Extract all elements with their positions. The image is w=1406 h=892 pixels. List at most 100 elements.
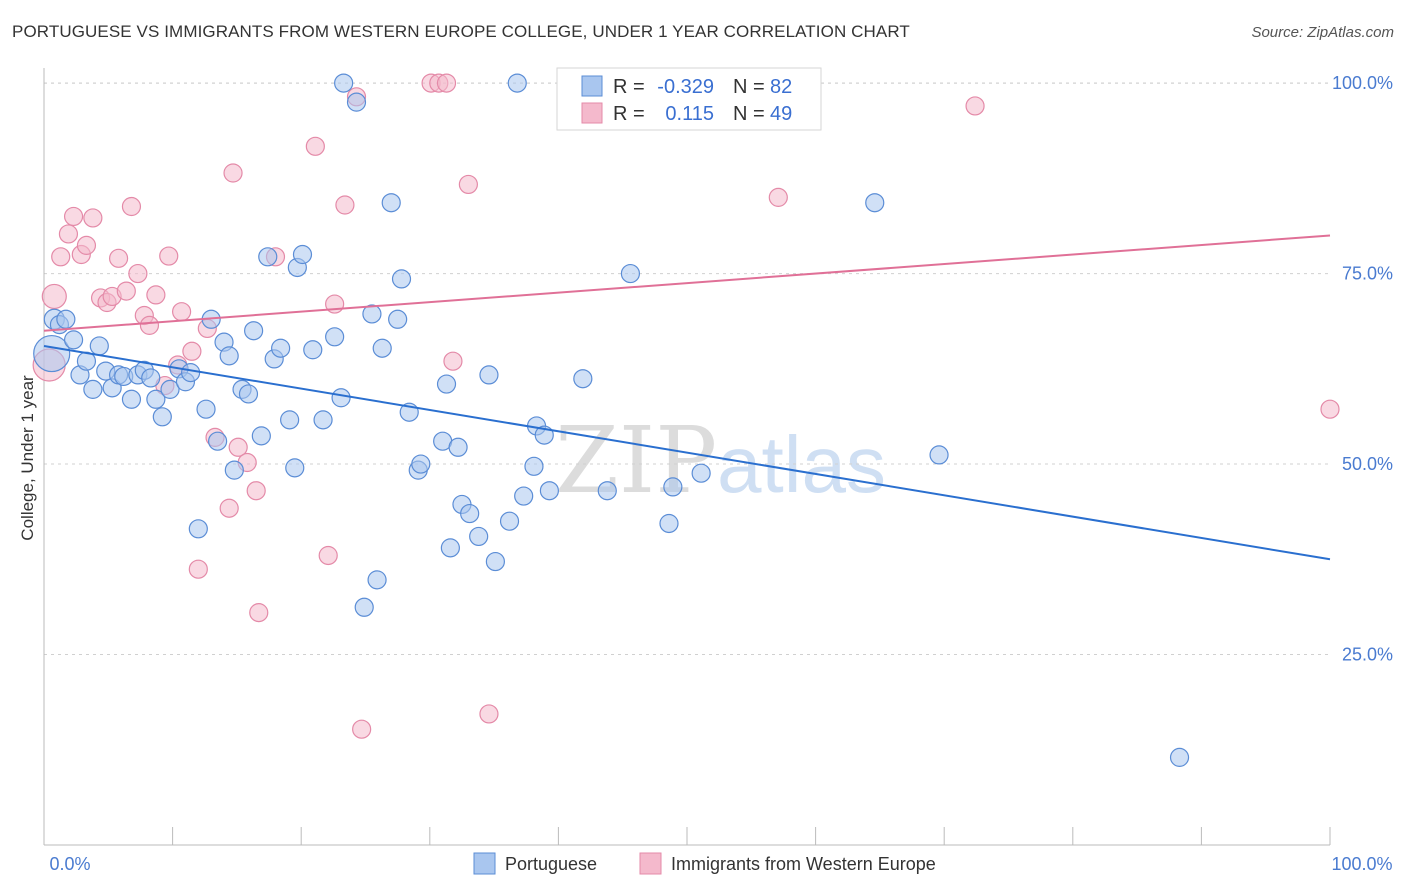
portuguese-point-31 [238,384,259,404]
portuguese-point-33 [251,426,271,446]
immigrants-point-44 [479,704,499,724]
portuguese-point-48 [362,304,382,324]
portuguese-point-72 [539,481,559,501]
immigrants-point-13 [121,196,142,217]
portuguese-point-52 [388,309,408,329]
portuguese-point-51 [381,193,401,213]
y-tick-label-100: 100.0% [1332,73,1393,93]
stats-legend-swatch-blue [581,75,603,97]
portuguese-point-29 [224,460,244,480]
portuguese-point-43 [325,327,345,347]
portuguese-point-17 [146,389,166,409]
immigrants-point-26 [219,498,239,518]
portuguese-point-4 [63,330,84,350]
immigrants-point-23 [188,559,208,579]
immigrants-point-42 [443,351,463,371]
portuguese-point-81 [1169,747,1190,767]
x-tick-label-max: 100.0% [1331,854,1392,874]
portuguese-point-66 [499,511,520,531]
portuguese-point-41 [303,340,323,360]
stats-r-value-1: -0.329 [657,76,714,98]
immigrants-point-47 [965,96,985,116]
immigrants-point-11 [108,248,129,268]
portuguese-point-56 [411,454,431,474]
portuguese-point-64 [479,365,499,385]
portuguese-point-74 [597,481,617,501]
portuguese-point-78 [691,463,711,483]
stats-n-value-1: 82 [770,76,792,98]
y-tick-label-50: 50.0% [1342,454,1393,474]
x-tick-label-min: 0.0% [49,854,90,874]
portuguese-point-45 [334,73,354,93]
immigrants-point-7 [83,208,103,228]
immigrants-point-38 [352,719,372,739]
portuguese-point-19 [160,379,180,399]
portuguese-point-50 [372,338,392,358]
portuguese-point-80 [929,445,949,465]
immigrants-point-30 [246,481,266,501]
immigrants-point-43 [458,174,478,195]
portuguese-point-46 [346,92,367,112]
portuguese-point-79 [865,193,885,213]
portuguese-point-32 [244,321,264,341]
immigrants-point-28 [228,437,248,457]
stats-r-label-1: R = [613,76,645,98]
source-label: Source: ZipAtlas.com [1251,24,1394,41]
portuguese-point-47 [354,597,374,617]
portuguese-point-26 [208,431,228,451]
immigrants-point-2 [51,247,71,267]
gridlines [44,82,1330,656]
portuguese-point-58 [436,374,457,394]
immigrants-point-22 [182,341,202,361]
portuguese-point-44 [331,388,351,408]
immigrants-point-16 [139,315,160,335]
watermark-zip: ZIP [555,407,717,514]
portuguese-point-18 [152,407,172,427]
immigrants-point-1 [41,283,67,310]
trend-lines [43,234,1331,561]
y-tick-labels: 25.0% 50.0% 75.0% 100.0% [1332,73,1393,664]
immigrants-point-3 [58,224,79,244]
portuguese-point-65 [485,551,505,572]
portuguese-point-24 [196,399,216,419]
bottom-legend: Portuguese Immigrants from Western Europ… [473,852,936,875]
immigrants-point-19 [159,246,179,266]
portuguese-point-22 [181,363,201,383]
portuguese-point-38 [285,458,305,478]
portuguese-point-34 [258,247,278,267]
portuguese-point-67 [507,73,527,93]
immigrants-point-48 [1320,399,1340,419]
portuguese-point-75 [620,263,641,284]
y-tick-label-75: 75.0% [1342,264,1393,284]
portuguese-point-13 [121,389,142,409]
immigrants-point-6 [76,235,97,255]
immigrants-point-14 [128,263,148,284]
immigrants-point-21 [172,302,192,322]
immigrants-point-12 [116,281,136,301]
portuguese-point-49 [367,570,387,590]
portuguese-point-23 [188,519,208,539]
immigrants-point-34 [318,545,338,566]
portuguese-point-63 [469,526,489,547]
portuguese-point-77 [663,477,683,497]
legend-label-portuguese: Portuguese [505,854,597,874]
portuguese-point-60 [448,437,468,457]
portuguese-point-3 [56,309,76,329]
immigrants-point-27 [223,163,243,183]
stats-legend: R = -0.329 N = 82 R = 0.115 N = 49 [556,67,822,131]
immigrants-point-4 [63,206,84,227]
series-immigrants-points [32,73,1340,739]
portuguese-point-53 [391,269,412,289]
portuguese-point-76 [659,513,679,534]
y-tick-label-25: 25.0% [1342,645,1393,665]
legend-label-immigrants: Immigrants from Western Europe [671,854,936,874]
portuguese-point-16 [141,368,161,388]
portuguese-point-62 [460,503,480,524]
immigrants-point-31 [249,603,269,623]
stats-n-value-2: 49 [770,103,792,125]
immigrants-point-17 [146,285,166,305]
stats-r-value-2: 0.115 [665,103,714,125]
y-axis-title: College, Under 1 year [18,375,37,541]
portuguese-point-36 [271,338,291,358]
